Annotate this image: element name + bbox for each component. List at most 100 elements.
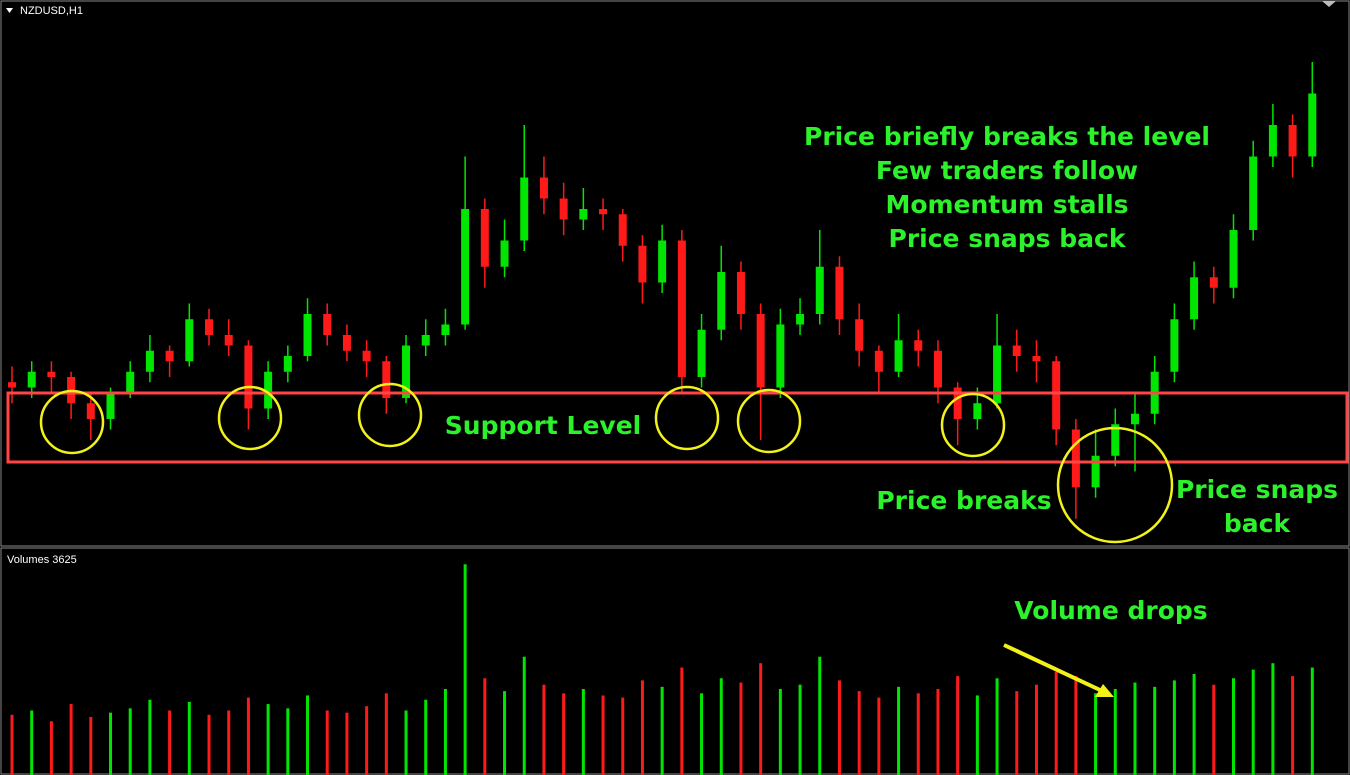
volume-bar <box>463 564 467 775</box>
candle-body <box>480 209 489 267</box>
volume-bar <box>207 714 211 775</box>
candle-body <box>894 340 903 372</box>
candle-body <box>362 350 371 362</box>
volume-bar <box>1133 682 1137 775</box>
volume-bar <box>443 689 447 775</box>
candle-body <box>500 240 509 267</box>
candle-body <box>126 371 135 393</box>
candle-body <box>106 392 115 419</box>
annotation: Price briefly breaks the level <box>804 122 1210 151</box>
annotation: Price snaps <box>1176 475 1338 504</box>
annotation: Price breaks <box>876 486 1051 515</box>
volume-bar <box>739 682 743 775</box>
volume-bar <box>581 689 585 775</box>
volume-bar <box>621 697 625 775</box>
candle-body <box>993 345 1002 404</box>
volume-bar <box>1271 663 1275 775</box>
volume-bar <box>1015 691 1019 775</box>
volume-bar <box>384 693 388 775</box>
candle-body <box>1052 361 1061 430</box>
candle-body <box>323 314 332 335</box>
volume-bar <box>69 704 73 775</box>
menu-triangle[interactable] <box>6 8 13 13</box>
volume-bar <box>483 678 487 775</box>
candle-body <box>539 177 548 199</box>
volume-bar <box>227 710 231 775</box>
volume-bar <box>956 676 960 775</box>
candle-body <box>796 314 805 325</box>
annotation: back <box>1224 509 1292 538</box>
volume-bars <box>10 564 1314 775</box>
volume-bar <box>877 697 881 775</box>
price-pane-border <box>0 0 1350 547</box>
candle-body <box>47 371 56 377</box>
volume-bar <box>700 693 704 775</box>
candle-body <box>421 335 430 346</box>
volume-label: Volumes 3625 <box>7 554 77 566</box>
candle-body <box>677 240 686 377</box>
circle <box>940 392 1006 458</box>
candle-body <box>244 345 253 409</box>
support-box <box>6 391 1349 464</box>
volume-bar <box>1212 684 1216 775</box>
arrow-shaft <box>1003 643 1101 692</box>
volume-bar <box>897 686 901 775</box>
volume-bar <box>975 695 979 775</box>
candle-body <box>815 266 824 314</box>
volume-bar <box>168 710 172 775</box>
candle-body <box>283 356 292 372</box>
volume-bar <box>246 697 250 775</box>
volume-bar <box>187 701 191 775</box>
candle-body <box>303 314 312 356</box>
candle-body <box>638 245 647 283</box>
candle-body <box>835 266 844 320</box>
volume-bar <box>148 699 152 775</box>
volume-bar <box>266 704 270 775</box>
candle-body <box>1229 230 1238 288</box>
candle-body <box>1012 345 1021 356</box>
candle-body <box>520 177 529 241</box>
volume-bar <box>1192 673 1196 775</box>
candles <box>8 62 1317 519</box>
candle-body <box>973 403 982 419</box>
circle <box>357 382 423 448</box>
annotation: Momentum stalls <box>885 190 1128 219</box>
volume-bar <box>1231 678 1235 775</box>
volume-bar <box>30 710 34 775</box>
volume-bar <box>640 680 644 775</box>
circle <box>39 389 105 455</box>
volume-bar <box>345 712 349 775</box>
volume-bar <box>128 708 132 775</box>
volume-bar <box>1310 667 1314 775</box>
candle-body <box>1032 356 1041 362</box>
candle-body <box>1170 319 1179 372</box>
volume-bar <box>936 689 940 775</box>
volume-bar <box>1113 689 1117 775</box>
volume-bar <box>1153 686 1157 775</box>
candle-body <box>618 214 627 246</box>
volume-bar <box>424 699 428 775</box>
candle-body <box>914 340 923 351</box>
candle-body <box>855 319 864 351</box>
annotation: Support Level <box>445 411 641 440</box>
annotation: Volume drops <box>1014 596 1207 625</box>
volume-bar <box>562 693 566 775</box>
volume-bar <box>1251 669 1255 775</box>
candle-body <box>1308 93 1317 157</box>
volume-bar <box>818 656 822 775</box>
candle-body <box>1091 455 1100 488</box>
volume-bar <box>837 680 841 775</box>
candle-body <box>8 382 16 388</box>
candle-body <box>658 240 667 283</box>
circle <box>736 388 802 454</box>
candle-body <box>1288 125 1297 157</box>
symbol-label: NZDUSD,H1 <box>20 5 83 17</box>
volume-bar <box>89 716 93 775</box>
volume-bar <box>660 686 664 775</box>
volume-bar <box>306 695 310 775</box>
volume-bar <box>10 714 14 775</box>
candle-body <box>874 350 883 372</box>
volume-bar <box>365 706 369 775</box>
